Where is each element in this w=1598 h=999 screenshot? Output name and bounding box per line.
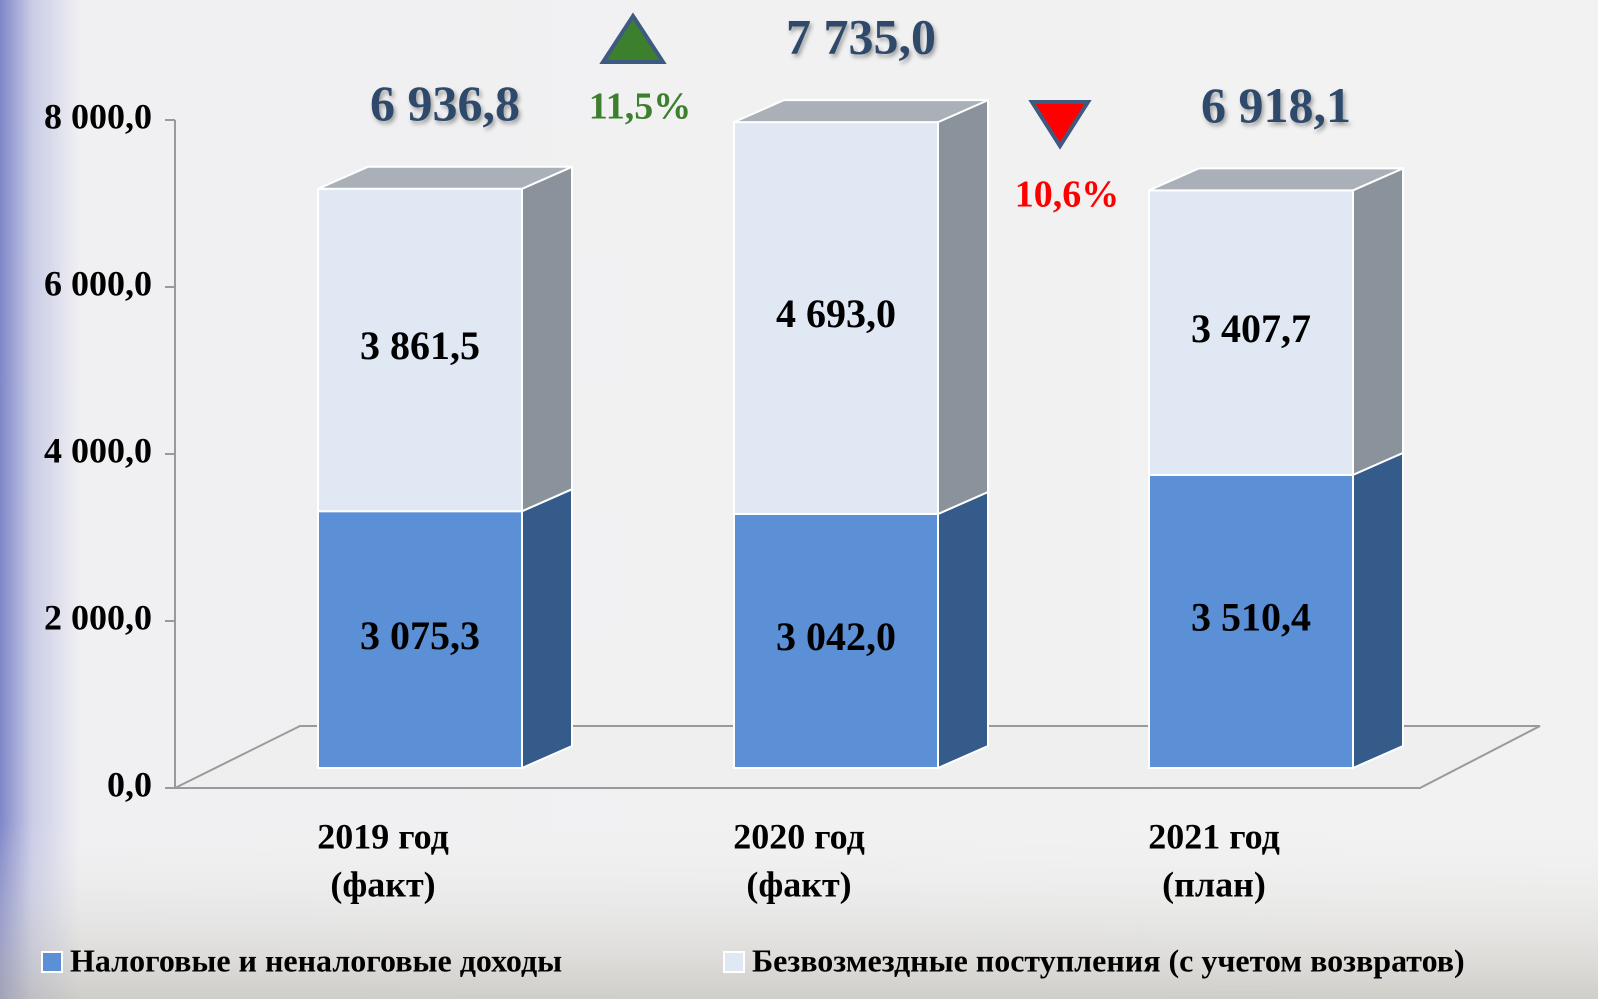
x-tick-label: (план) (1162, 864, 1266, 904)
bar-side (1352, 451, 1404, 770)
total-label: 6 936,8 (370, 75, 520, 131)
y-tick-label: 2 000,0 (44, 597, 152, 637)
legend-label: Налоговые и неналоговые доходы (70, 942, 562, 978)
change-label: 11,5% (589, 86, 691, 128)
bar-side (937, 490, 989, 770)
change-arrow (599, 12, 667, 64)
value-label: 3 075,3 (360, 613, 480, 658)
total-label: 7 735,0 (786, 9, 936, 65)
bar-side (521, 487, 573, 770)
legend-label: Безвозмездные поступления (с учетом возв… (752, 942, 1465, 978)
bar (733, 121, 939, 515)
total-label: 6 918,1 (1201, 77, 1351, 133)
bar (733, 512, 939, 769)
legend-swatch (723, 951, 745, 973)
value-label: 3 510,4 (1191, 595, 1311, 640)
legend-swatch (41, 951, 63, 973)
bar-side (521, 165, 573, 513)
value-label: 3 042,0 (776, 614, 896, 659)
y-tick-label: 8 000,0 (44, 96, 152, 136)
bar-top (1148, 167, 1404, 192)
bar (1148, 189, 1354, 476)
bar (317, 510, 523, 769)
bar-top (733, 99, 989, 124)
bar-top (317, 165, 573, 190)
x-tick-label: (факт) (330, 864, 435, 904)
x-tick-label: 2019 год (317, 816, 449, 856)
x-tick-label: 2020 год (733, 816, 865, 856)
y-tick-label: 0,0 (107, 764, 152, 804)
x-tick-label: (факт) (746, 864, 851, 904)
value-label: 3 861,5 (360, 323, 480, 368)
y-tick-label: 4 000,0 (44, 430, 152, 470)
change-label: 10,6% (1015, 174, 1120, 216)
change-arrow (1028, 100, 1092, 150)
bar-side (1352, 166, 1404, 477)
background-photo (0, 820, 1598, 999)
value-label: 3 407,7 (1191, 306, 1311, 351)
value-label: 4 693,0 (776, 291, 896, 336)
bar-side (937, 98, 989, 516)
y-tick-label: 6 000,0 (44, 263, 152, 303)
x-tick-label: 2021 год (1148, 816, 1280, 856)
bar (1148, 473, 1354, 769)
